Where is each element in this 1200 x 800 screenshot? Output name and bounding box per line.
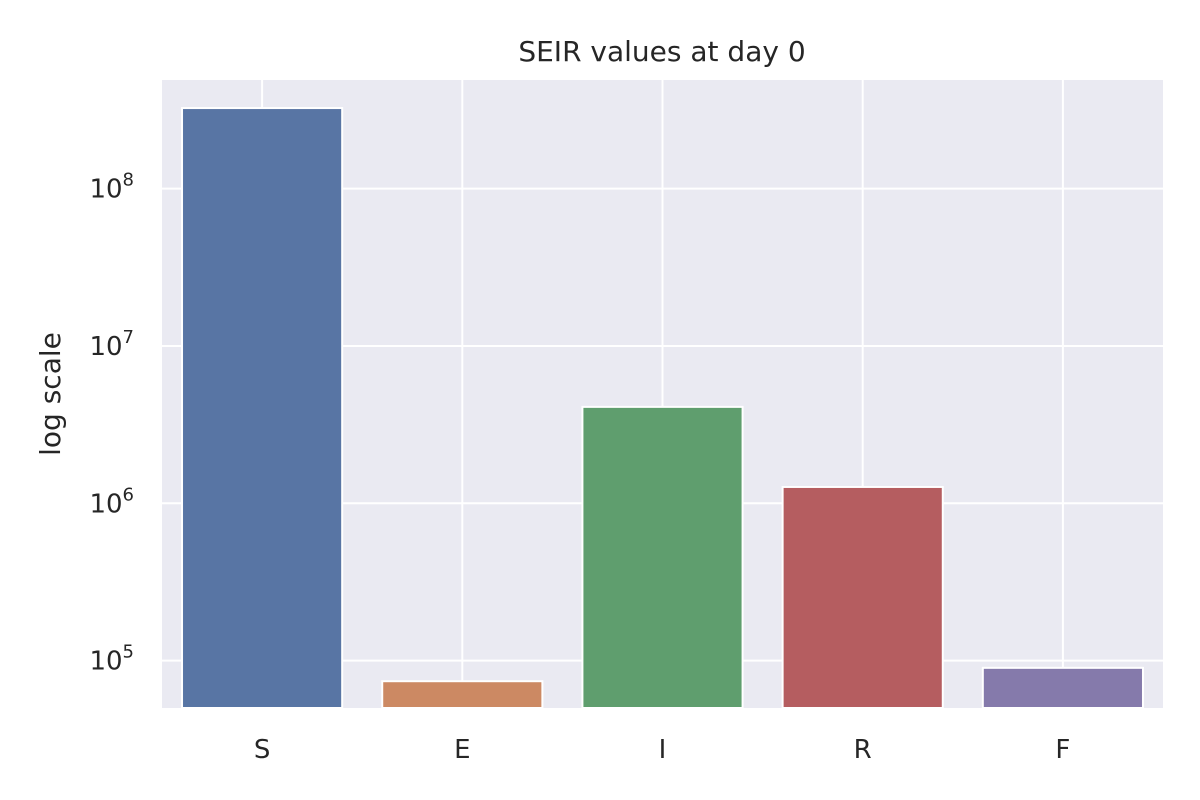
chart-title: SEIR values at day 0: [518, 35, 805, 68]
bar-f: [981, 666, 1144, 709]
bar-r: [781, 485, 944, 709]
bars: [181, 107, 1144, 709]
bar-i: [581, 405, 744, 709]
x-tick-label: I: [659, 735, 667, 765]
bar-e: [381, 680, 544, 709]
y-tick-label: 108: [89, 170, 134, 205]
x-tick-label: R: [854, 735, 872, 765]
x-tick-label: E: [454, 735, 470, 765]
y-tick-label: 105: [89, 642, 134, 677]
y-tick-labels: 105 106 107 108: [89, 170, 134, 677]
y-tick-label: 106: [89, 484, 134, 519]
y-axis-label: log scale: [34, 332, 67, 456]
bar-s: [181, 107, 344, 709]
y-tick-label: 107: [89, 327, 134, 362]
x-tick-label: S: [254, 735, 271, 765]
x-tick-label: F: [1055, 735, 1070, 765]
